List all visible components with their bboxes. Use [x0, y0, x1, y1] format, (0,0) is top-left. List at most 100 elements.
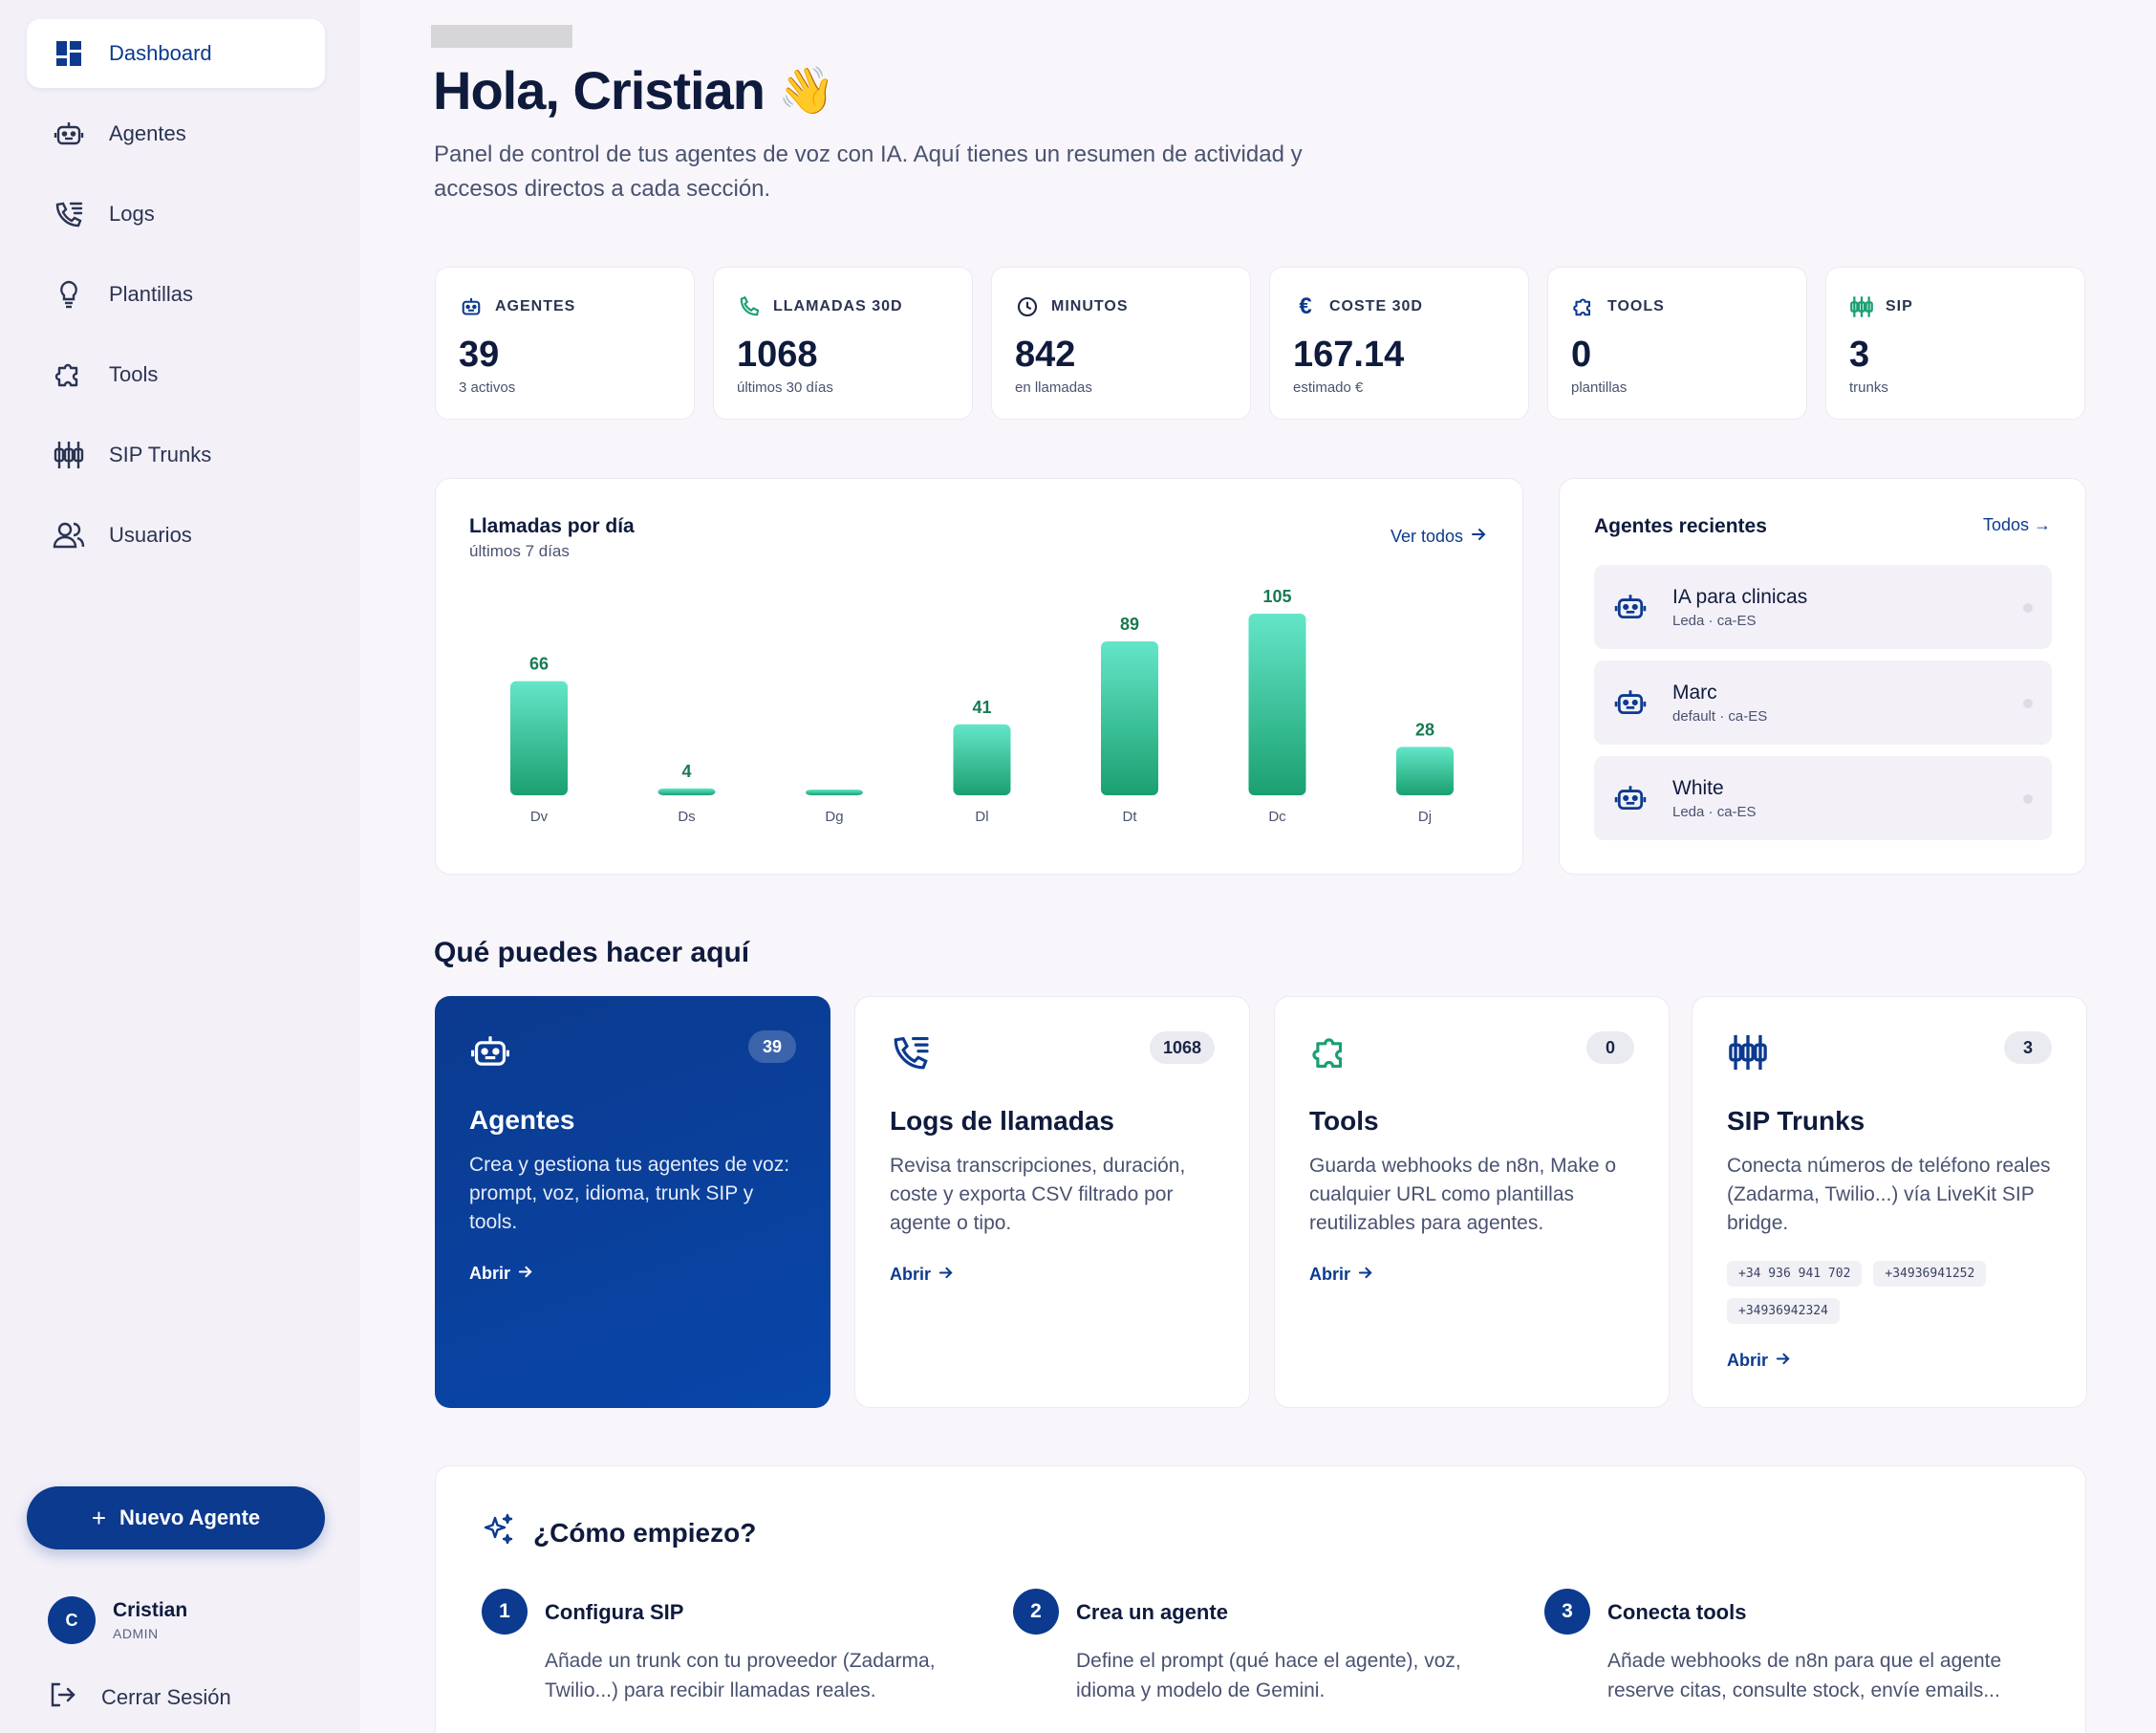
phone-list-icon — [52, 197, 86, 231]
stat-sub: últimos 30 días — [737, 379, 833, 396]
stat-sub: 3 activos — [459, 379, 516, 396]
page-title: Hola, Cristian 👋 — [433, 59, 835, 121]
stat-card-tools[interactable]: TOOLS 0 plantillas — [1547, 267, 1807, 420]
sparkles-icon — [482, 1512, 516, 1553]
chart-subtitle: últimos 7 días — [469, 542, 570, 560]
feature-description: Revisa transcripciones, duración, coste … — [890, 1155, 1186, 1234]
chart-bar[interactable] — [658, 788, 716, 795]
arrow-right-icon — [1471, 527, 1486, 547]
sidebar-item-usuarios[interactable]: Usuarios — [27, 501, 325, 570]
stat-value: 167.14 — [1293, 335, 1405, 375]
chart-data-label: 41 — [972, 698, 991, 717]
phone-chip: +34936941252 — [1873, 1261, 1987, 1287]
stat-card-coste[interactable]: € COSTE 30D 167.14 estimado € — [1269, 267, 1529, 420]
feature-card-sip-trunks[interactable]: 3 SIP Trunks Conecta números de teléfono… — [1692, 996, 2087, 1408]
puzzle-icon — [52, 357, 86, 392]
getting-started-title-text: ¿Cómo empiezo? — [533, 1517, 757, 1548]
chart-data-label: 28 — [1415, 720, 1434, 739]
step-number: 2 — [1013, 1589, 1059, 1635]
count-badge: 3 — [2004, 1031, 2052, 1064]
sip-icon — [1849, 294, 1874, 319]
step-number: 3 — [1544, 1589, 1590, 1635]
sidebar-item-plantillas[interactable]: Plantillas — [27, 260, 325, 329]
open-label: Abrir — [890, 1265, 932, 1284]
sidebar: Dashboard Agentes Logs Plantillas Tools … — [0, 0, 360, 1733]
sidebar-item-logs[interactable]: Logs — [27, 180, 325, 249]
feature-card-tools[interactable]: 0 Tools Guarda webhooks de n8n, Make o c… — [1274, 996, 1670, 1408]
chart-category-label: Dv — [530, 809, 549, 825]
chart-data-label: 4 — [681, 762, 691, 781]
page-subtitle: Panel de control de tus agentes de voz c… — [434, 141, 1303, 202]
feature-description: Conecta números de teléfono reales (Zada… — [1727, 1155, 2051, 1234]
chart-bar[interactable] — [1101, 640, 1158, 795]
stat-label: AGENTES — [495, 298, 576, 314]
recent-agent-item[interactable]: White Leda · ca-ES — [1594, 756, 2052, 840]
user-role: ADMIN — [113, 1626, 159, 1641]
robot-icon — [469, 1030, 511, 1072]
chart-bar[interactable] — [953, 724, 1011, 795]
phone-number-chips: +34 936 941 702 +34936941252 +3493694232… — [1727, 1261, 2042, 1324]
plus-icon: + — [91, 1503, 107, 1532]
chart-bar[interactable] — [1248, 614, 1306, 795]
stat-value: 1068 — [737, 335, 818, 375]
new-agent-button[interactable]: + Nuevo Agente — [27, 1486, 325, 1549]
sidebar-item-tools[interactable]: Tools — [27, 340, 325, 409]
calls-chart-card: Llamadas por día últimos 7 días Ver todo… — [435, 478, 1523, 875]
bar-chart: 66 Dv 4 Ds Dg 41 Dl 89 Dt 105 Dc 28 Dj — [510, 587, 1454, 825]
open-link[interactable]: Abrir — [890, 1265, 1215, 1285]
sidebar-item-sip-trunks[interactable]: SIP Trunks — [27, 421, 325, 489]
chart-bar[interactable] — [806, 790, 863, 795]
step-description: Añade webhooks de n8n para que el agente… — [1607, 1650, 2002, 1701]
arrow-right-icon — [518, 1264, 532, 1284]
feature-card-logs[interactable]: 1068 Logs de llamadas Revisa transcripci… — [854, 996, 1250, 1408]
chart-category-label: Dl — [975, 809, 988, 825]
sidebar-item-agentes[interactable]: Agentes — [27, 99, 325, 168]
feature-card-agentes[interactable]: 39 Agentes Crea y gestiona tus agentes d… — [435, 996, 830, 1408]
sidebar-item-label: Agentes — [109, 121, 186, 145]
step-description: Define el prompt (qué hace el agente), v… — [1076, 1650, 1461, 1701]
chart-category-label: Dg — [825, 809, 843, 825]
agent-name: White — [1672, 776, 1724, 799]
view-all-link[interactable]: Ver todos — [1391, 527, 1486, 547]
agent-name: IA para clinicas — [1672, 585, 1808, 608]
robot-icon — [52, 117, 86, 151]
stat-card-sip[interactable]: SIP 3 trunks — [1825, 267, 2085, 420]
stat-card-minutos[interactable]: MINUTOS 842 en llamadas — [991, 267, 1251, 420]
stat-value: 3 — [1849, 335, 1870, 375]
sidebar-item-label: SIP Trunks — [109, 443, 212, 466]
stat-label: TOOLS — [1607, 298, 1665, 314]
agent-meta: Leda · ca-ES — [1672, 803, 1757, 820]
logout-icon — [48, 1680, 76, 1714]
recent-agents-title: Agentes recientes — [1594, 515, 1767, 537]
robot-icon — [1611, 779, 1649, 817]
chart-bar[interactable] — [1396, 747, 1454, 795]
sidebar-item-dashboard[interactable]: Dashboard — [27, 19, 325, 88]
stat-card-agentes[interactable]: AGENTES 39 3 activos — [435, 267, 695, 420]
sidebar-item-label: Plantillas — [109, 282, 194, 306]
open-label: Abrir — [469, 1264, 511, 1283]
feature-title: Logs de llamadas — [890, 1106, 1114, 1136]
chart-data-label: 105 — [1262, 587, 1291, 606]
users-icon — [52, 518, 86, 552]
stat-card-llamadas[interactable]: LLAMADAS 30D 1068 últimos 30 días — [713, 267, 973, 420]
chart-bar[interactable] — [510, 681, 568, 795]
open-link[interactable]: Abrir — [469, 1264, 796, 1284]
sip-icon — [1727, 1031, 1769, 1073]
recent-agent-item[interactable]: IA para clinicas Leda · ca-ES — [1594, 565, 2052, 649]
open-label: Abrir — [1727, 1351, 1769, 1370]
chart-category-label: Dt — [1123, 809, 1138, 825]
logout-button[interactable]: Cerrar Sesión — [48, 1680, 231, 1714]
arrow-right-icon — [1358, 1265, 1372, 1285]
sidebar-item-label: Tools — [109, 362, 159, 386]
open-link[interactable]: Abrir — [1309, 1265, 1634, 1285]
agent-meta: default · ca-ES — [1672, 707, 1768, 725]
step-description: Añade un trunk con tu proveedor (Zadarma… — [545, 1650, 936, 1701]
open-link[interactable]: Abrir — [1727, 1351, 2052, 1371]
user-name: Cristian — [113, 1599, 188, 1621]
chart-category-label: Dc — [1268, 809, 1286, 825]
user-profile[interactable]: C Cristian ADMIN — [48, 1596, 187, 1644]
stat-label: MINUTOS — [1051, 298, 1129, 314]
all-agents-link[interactable]: Todos → — [1982, 515, 2051, 534]
puzzle-icon — [1571, 294, 1596, 319]
recent-agent-item[interactable]: Marc default · ca-ES — [1594, 661, 2052, 745]
